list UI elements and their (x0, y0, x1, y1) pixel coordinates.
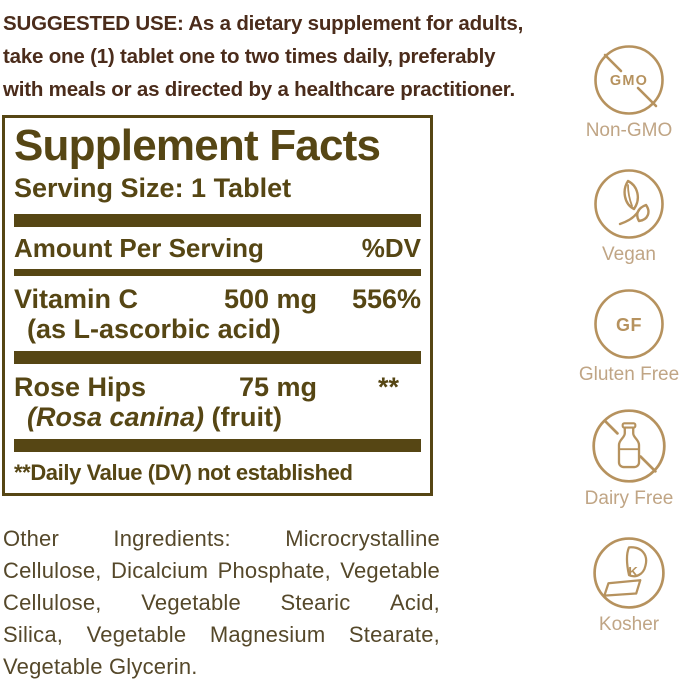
ingredients-line: Silica, Vegetable Magnesium Stearate, (3, 622, 440, 647)
non-gmo-icon: GMO (594, 45, 664, 115)
svg-text:GF: GF (616, 315, 642, 335)
dairy-free-milk-bottle-icon (592, 409, 666, 483)
nutrient-row-vitamin-c: Vitamin C 500 mg 556% (14, 284, 421, 314)
nutrient-dv: 556% (351, 284, 421, 314)
kosher-icon: K (593, 537, 665, 609)
ingredients-line: Vegetable Glycerin. (3, 654, 198, 679)
badge-label: Dairy Free (584, 488, 674, 509)
ingredients-line: Cellulose, Vegetable Stearic Acid, (3, 590, 440, 615)
gluten-free-icon: GF (594, 289, 664, 359)
suggested-use-text: SUGGESTED USE: As a dietary supplement f… (3, 12, 524, 101)
badge-vegan: Vegan (574, 167, 679, 266)
svg-text:GMO: GMO (610, 73, 648, 89)
panel-title: Supplement Facts (14, 121, 381, 170)
nutrient-name: Vitamin C (14, 284, 139, 314)
nutrient-name: Rose Hips (14, 372, 147, 402)
badge-label: Vegan (602, 244, 656, 265)
badge-dairy-free: Dairy Free (574, 407, 679, 510)
nutrient-subtext-rose-hips: (Rosa canina) (fruit) (14, 402, 421, 432)
vegan-leaf-icon (594, 169, 664, 239)
nutrient-subtext-italic: (Rosa canina) (27, 402, 205, 432)
svg-text:K: K (628, 564, 638, 579)
other-ingredients: Other Ingredients: Microcrystalline Cellulo… (3, 523, 440, 681)
badge-gluten-free: GF Gluten Free (574, 287, 679, 386)
badge-label: Non-GMO (585, 120, 673, 141)
ingredients-line: Other Ingredients: Microcrystalline (3, 526, 440, 551)
amount-per-serving-label: Amount Per Serving (14, 233, 264, 263)
ingredients-line: Cellulose, Dicalcium Phosphate, Vegetable (3, 558, 440, 583)
nutrient-subtext-plain: (fruit) (204, 402, 283, 432)
nutrient-row-rose-hips: Rose Hips 75 mg ** (14, 372, 421, 402)
nutrient-amount: 75 mg (238, 372, 317, 402)
thin-divider (14, 269, 421, 276)
panel-header-row: Amount Per Serving %DV (14, 232, 421, 265)
supplement-facts-panel: Supplement Facts Serving Size: 1 Tablet … (2, 115, 433, 496)
nutrient-subtext-plain: (as L-ascorbic acid) (27, 314, 281, 344)
thick-divider (14, 351, 421, 364)
thick-divider (14, 214, 421, 227)
badge-label: Kosher (598, 614, 660, 635)
badge-label: Gluten Free (578, 364, 679, 385)
thick-divider (14, 439, 421, 452)
badge-kosher: K Kosher (574, 535, 679, 636)
badge-non-gmo: GMO Non-GMO (574, 43, 679, 142)
nutrient-amount: 500 mg (223, 284, 317, 314)
nutrient-dv: ** (377, 372, 399, 402)
nutrient-subtext-vitamin-c: (as L-ascorbic acid) (14, 314, 421, 344)
dv-footnote: **Daily Value (DV) not established (14, 460, 353, 485)
dv-header-label: %DV (361, 233, 421, 263)
serving-size: Serving Size: 1 Tablet (14, 173, 292, 203)
